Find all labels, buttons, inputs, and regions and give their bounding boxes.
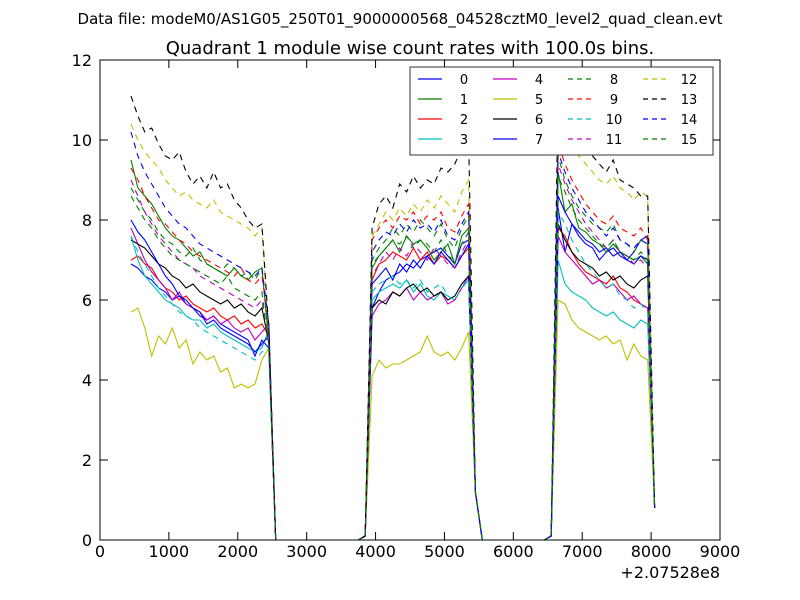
series-line-5 [130, 299, 656, 541]
series-line-15 [130, 175, 656, 541]
legend-box [409, 66, 714, 156]
legend-label-2: 2 [460, 113, 468, 128]
x-tick-label: 2000 [217, 542, 258, 561]
legend-label-7: 7 [535, 133, 543, 148]
axes-layer: 0 1000 2000 3000 4000 5000 6000 7000 8000 9000 0 2 4… [72, 51, 741, 561]
y-tick-label: 12 [72, 51, 92, 70]
legend-label-5: 5 [535, 93, 543, 108]
series-line-6 [130, 223, 656, 541]
chart-suptitle: Data file: modeM0/AS1G05_250T01_90000005… [78, 10, 723, 29]
legend-label-11: 11 [606, 133, 623, 148]
y-tick-label: 0 [82, 531, 92, 550]
series-line-8 [130, 155, 656, 541]
series-line-11 [130, 163, 656, 541]
x-tick-label: 3000 [286, 542, 327, 561]
x-tick-label: 6000 [493, 542, 534, 561]
legend-label-3: 3 [460, 133, 468, 148]
y-tick-label: 10 [72, 131, 92, 150]
series-line-3 [130, 235, 656, 541]
series-line-2 [130, 226, 656, 541]
legend-label-1: 1 [460, 93, 468, 108]
x-tick-label: 7000 [562, 542, 603, 561]
series-line-12 [130, 107, 656, 541]
y-tick-label: 8 [82, 211, 92, 230]
y-tick-label: 6 [82, 291, 92, 310]
x-tick-label: 9000 [700, 542, 741, 561]
legend-label-6: 6 [535, 113, 543, 128]
y-tick-label: 4 [82, 371, 92, 390]
legend-label-13: 13 [681, 93, 698, 108]
x-offset-label: +2.07528e8 [620, 563, 720, 582]
x-tick-label: 4000 [355, 542, 396, 561]
series-line-9 [130, 143, 656, 541]
x-tick-label: 0 [95, 542, 105, 561]
x-tick-label: 8000 [631, 542, 672, 561]
x-tick-label: 5000 [424, 542, 465, 561]
legend-label-10: 10 [606, 113, 623, 128]
legend-label-8: 8 [610, 73, 618, 88]
legend-label-9: 9 [610, 93, 618, 108]
series-line-10 [130, 210, 656, 541]
legend-label-15: 15 [681, 133, 698, 148]
legend-label-14: 14 [681, 113, 698, 128]
legend-label-4: 4 [535, 73, 543, 88]
series-line-7 [130, 195, 656, 541]
series-line-14 [130, 131, 656, 541]
y-tick-label: 2 [82, 451, 92, 470]
x-tick-label: 1000 [149, 542, 190, 561]
series-layer [130, 91, 656, 541]
chart-title: Quadrant 1 module wise count rates with … [166, 38, 655, 59]
legend-label-0: 0 [460, 73, 468, 88]
legend-label-12: 12 [681, 73, 698, 88]
